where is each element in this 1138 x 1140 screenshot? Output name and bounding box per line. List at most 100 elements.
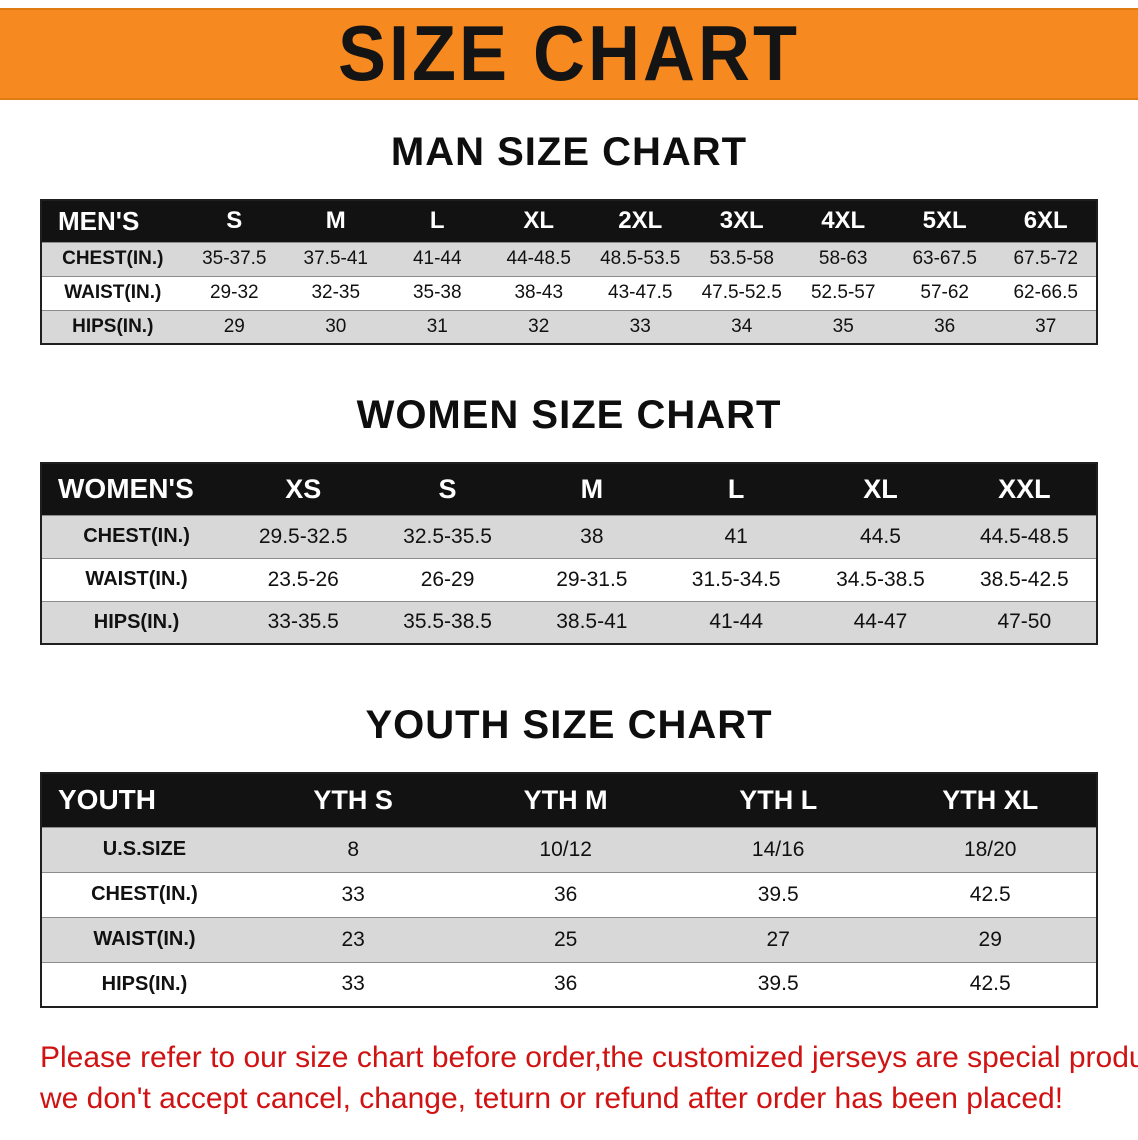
size-value-cell: 41 xyxy=(664,514,809,558)
size-column-header: XXL xyxy=(952,463,1097,515)
measurement-row: HIPS(IN.) 33 36 39.5 42.5 xyxy=(41,961,1097,1007)
women-table-title: WOMEN'S xyxy=(41,463,232,515)
size-value-cell: 41-44 xyxy=(386,241,488,276)
size-value-cell: 31 xyxy=(386,309,488,344)
size-value-cell: 38-43 xyxy=(488,275,590,310)
size-value-cell: 25 xyxy=(459,916,672,962)
size-value-cell: 47-50 xyxy=(952,600,1097,644)
measurement-row: CHEST(IN.) 29.5-32.5 32.5-35.5 38 41 44.5 44.5… xyxy=(41,514,1097,558)
men-header-row: MEN'S S M L XL 2XL 3XL 4XL 5XL 6XL xyxy=(41,200,1097,242)
size-column-header: YTH S xyxy=(246,773,460,827)
size-value-cell: 33-35.5 xyxy=(231,600,376,644)
size-value-cell: 29 xyxy=(183,309,286,344)
women-header-row: WOMEN'S XS S M L XL XXL xyxy=(41,463,1097,515)
order-notice: Please refer to our size chart before or… xyxy=(40,1038,1138,1119)
size-value-cell: 23 xyxy=(246,916,460,962)
size-value-cell: 63-67.5 xyxy=(893,241,996,276)
size-value-cell: 39.5 xyxy=(671,871,885,917)
size-column-header: 6XL xyxy=(995,200,1097,242)
size-value-cell: 10/12 xyxy=(459,826,672,872)
size-value-cell: 34 xyxy=(690,309,793,344)
size-column-header: L xyxy=(386,200,488,242)
size-value-cell: 23.5-26 xyxy=(231,557,376,601)
measurement-row-label: WAIST(IN.) xyxy=(41,916,247,962)
size-value-cell: 29.5-32.5 xyxy=(231,514,376,558)
size-column-header: 5XL xyxy=(893,200,996,242)
size-value-cell: 33 xyxy=(589,309,691,344)
size-value-cell: 37 xyxy=(995,309,1097,344)
size-value-cell: 32-35 xyxy=(285,275,387,310)
men-size-chart-heading: MAN SIZE CHART xyxy=(390,130,748,174)
size-column-header: XL xyxy=(808,463,953,515)
size-value-cell: 32.5-35.5 xyxy=(375,514,520,558)
size-column-header: L xyxy=(664,463,809,515)
measurement-row: CHEST(IN.) 35-37.5 37.5-41 41-44 44-48.5 48.5… xyxy=(41,241,1097,276)
size-value-cell: 26-29 xyxy=(375,557,520,601)
measurement-row: HIPS(IN.) 29 30 31 32 33 34 35 36 37 xyxy=(41,309,1097,344)
size-value-cell: 35 xyxy=(792,309,894,344)
measurement-row-label: CHEST(IN.) xyxy=(41,241,184,276)
men-table-title: MEN'S xyxy=(41,200,184,242)
measurement-row-label: U.S.SIZE xyxy=(41,826,247,872)
size-column-header: XS xyxy=(231,463,376,515)
size-value-cell: 57-62 xyxy=(893,275,996,310)
size-column-header: 2XL xyxy=(589,200,691,242)
youth-size-table: YOUTH YTH S YTH M YTH L YTH XL U.S.SIZE 8 10/12… xyxy=(40,772,1098,1008)
size-value-cell: 42.5 xyxy=(884,871,1097,917)
size-value-cell: 38.5-41 xyxy=(519,600,665,644)
measurement-row: WAIST(IN.) 23.5-26 26-29 29-31.5 31.5-34.5 34… xyxy=(41,557,1097,601)
size-chart-page: SIZE CHART MAN SIZE CHART MEN'S S M L XL 2XL 3X… xyxy=(0,8,1138,1119)
size-column-header: YTH M xyxy=(459,773,672,827)
size-value-cell: 38.5-42.5 xyxy=(952,557,1097,601)
size-value-cell: 33 xyxy=(246,871,460,917)
size-value-cell: 43-47.5 xyxy=(589,275,691,310)
size-value-cell: 29 xyxy=(884,916,1097,962)
size-value-cell: 30 xyxy=(285,309,387,344)
size-value-cell: 44.5-48.5 xyxy=(952,514,1097,558)
size-value-cell: 38 xyxy=(519,514,665,558)
size-value-cell: 36 xyxy=(893,309,996,344)
measurement-row-label: WAIST(IN.) xyxy=(41,557,232,601)
measurement-row-label: HIPS(IN.) xyxy=(41,961,247,1007)
order-notice-line2: we don't accept cancel, change, teturn o… xyxy=(40,1081,1064,1115)
measurement-row-label: WAIST(IN.) xyxy=(41,275,184,310)
banner: SIZE CHART xyxy=(0,8,1138,100)
size-column-header: YTH L xyxy=(671,773,885,827)
size-value-cell: 58-63 xyxy=(792,241,894,276)
size-value-cell: 32 xyxy=(488,309,590,344)
size-column-header: M xyxy=(285,200,387,242)
men-size-table: MEN'S S M L XL 2XL 3XL 4XL 5XL 6XL CHEST(IN.) 35-37… xyxy=(40,199,1098,345)
size-column-header: 4XL xyxy=(792,200,894,242)
size-value-cell: 35-37.5 xyxy=(183,241,286,276)
size-value-cell: 53.5-58 xyxy=(690,241,793,276)
youth-table-container: YOUTH YTH S YTH M YTH L YTH XL U.S.SIZE 8 10/12… xyxy=(40,772,1098,1008)
size-column-header: XL xyxy=(488,200,590,242)
size-value-cell: 35.5-38.5 xyxy=(375,600,520,644)
size-column-header: M xyxy=(519,463,665,515)
size-column-header: YTH XL xyxy=(884,773,1097,827)
size-value-cell: 29-32 xyxy=(183,275,286,310)
size-value-cell: 14/16 xyxy=(671,826,885,872)
women-size-chart-heading: WOMEN SIZE CHART xyxy=(356,393,782,437)
size-value-cell: 41-44 xyxy=(664,600,809,644)
size-value-cell: 36 xyxy=(459,961,672,1007)
youth-header-row: YOUTH YTH S YTH M YTH L YTH XL xyxy=(41,773,1097,827)
size-value-cell: 52.5-57 xyxy=(792,275,894,310)
women-size-table: WOMEN'S XS S M L XL XXL CHEST(IN.) 29.5-32.5 32.5… xyxy=(40,462,1098,645)
size-value-cell: 62-66.5 xyxy=(995,275,1097,310)
size-value-cell: 42.5 xyxy=(884,961,1097,1007)
measurement-row: WAIST(IN.) 29-32 32-35 35-38 38-43 43-47.5 47.… xyxy=(41,275,1097,310)
men-table-container: MEN'S S M L XL 2XL 3XL 4XL 5XL 6XL CHEST(IN.) 35-37… xyxy=(40,199,1098,345)
size-value-cell: 29-31.5 xyxy=(519,557,665,601)
size-value-cell: 27 xyxy=(671,916,885,962)
size-column-header: S xyxy=(375,463,520,515)
measurement-row: U.S.SIZE 8 10/12 14/16 18/20 xyxy=(41,826,1097,872)
measurement-row: HIPS(IN.) 33-35.5 35.5-38.5 38.5-41 41-44 44-… xyxy=(41,600,1097,644)
size-value-cell: 44-48.5 xyxy=(488,241,590,276)
size-value-cell: 8 xyxy=(246,826,460,872)
women-table-container: WOMEN'S XS S M L XL XXL CHEST(IN.) 29.5-32.5 32.5… xyxy=(40,462,1098,645)
measurement-row-label: HIPS(IN.) xyxy=(41,309,184,344)
size-value-cell: 44.5 xyxy=(808,514,953,558)
measurement-row-label: HIPS(IN.) xyxy=(41,600,232,644)
size-value-cell: 35-38 xyxy=(386,275,488,310)
